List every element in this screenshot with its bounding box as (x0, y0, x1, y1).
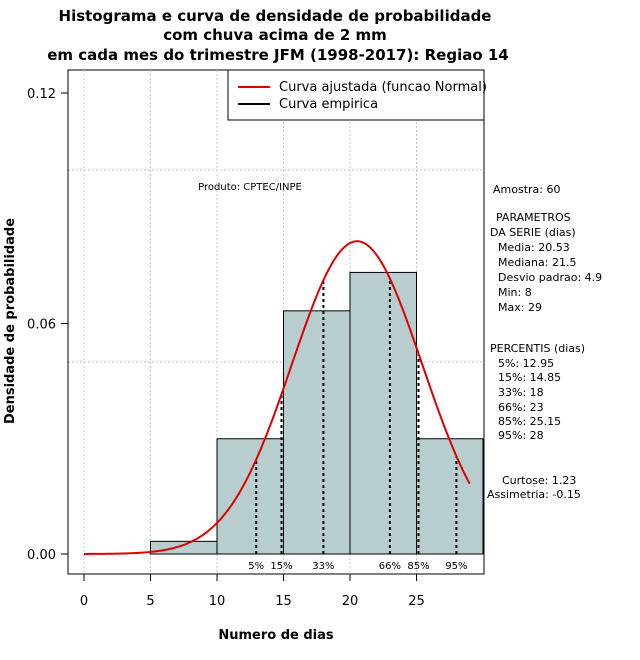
stat-min: Min: 8 (498, 286, 532, 299)
stat-p95: 95%: 28 (498, 429, 544, 442)
chart-title-line-2: com chuva acima de 2 mm (163, 26, 387, 44)
credit-text: Produto: CPTEC/INPE (198, 182, 302, 193)
stat-p66: 66%: 23 (498, 401, 544, 414)
chart-title-line-1: Histograma e curva de densidade de proba… (59, 7, 492, 25)
stat-sd: Desvio padrao: 4.9 (498, 271, 602, 284)
x-tick-label-3: 10 (209, 594, 226, 609)
y-tick-label-3: 0.12 (27, 87, 56, 102)
legend-box (227, 69, 485, 121)
histogram-bar-5 (416, 438, 484, 555)
histogram-bar-1 (150, 540, 218, 555)
y-tick-label-2: 0.06 (27, 318, 56, 333)
stat-params-header-1: PARAMETROS (496, 211, 571, 224)
percentile-label-5: 85% (407, 561, 429, 572)
stat-median: Mediana: 21.5 (498, 256, 576, 269)
x-tick-label-2: 5 (146, 594, 154, 609)
x-tick-label-1: 0 (80, 594, 88, 609)
legend-label-normal: Curva ajustada (funcao Normal) (279, 80, 487, 95)
stat-params-header-2: DA SERIE (dias) (490, 226, 576, 239)
legend-label-empirical: Curva empirica (279, 97, 378, 112)
legend: Curva ajustada (funcao Normal) Curva emp… (227, 69, 487, 121)
percentile-label-3: 33% (312, 561, 334, 572)
y-axis-title: Densidade de probabilidade (3, 218, 18, 424)
percentile-label-4: 66% (379, 561, 401, 572)
chart-title-line-3: em cada mes do trimestre JFM (1998-2017)… (47, 46, 509, 64)
stat-skewness: Assimetria: -0.15 (487, 488, 581, 501)
histogram-bar-3 (283, 310, 351, 555)
x-axis-title: Numero de dias (218, 628, 334, 643)
stat-sample: Amostra: 60 (493, 183, 560, 196)
stat-max: Max: 29 (498, 301, 542, 314)
stat-percentis-header: PERCENTIS (dias) (490, 342, 585, 355)
histogram-bar-4 (349, 271, 417, 555)
stat-p5: 5%: 12.95 (498, 357, 554, 370)
histogram-bar-2 (216, 438, 284, 555)
percentile-label-1: 5% (248, 561, 264, 572)
x-tick-label-4: 15 (275, 594, 292, 609)
percentile-label-6: 95% (445, 561, 467, 572)
x-tick-label-5: 20 (342, 594, 359, 609)
stat-p85: 85%: 25.15 (498, 415, 561, 428)
y-tick-label-1: 0.00 (27, 548, 56, 563)
percentile-label-2: 15% (270, 561, 292, 572)
stat-mean: Media: 20.53 (498, 241, 570, 254)
stat-p15: 15%: 14.85 (498, 371, 561, 384)
x-tick-label-6: 25 (408, 594, 425, 609)
stat-p33: 33%: 18 (498, 386, 544, 399)
stats-panel: Amostra: 60 PARAMETROS DA SERIE (dias) M… (487, 183, 602, 501)
normal-curve-line (84, 240, 471, 555)
stat-kurtosis: Curtose: 1.23 (502, 474, 576, 487)
